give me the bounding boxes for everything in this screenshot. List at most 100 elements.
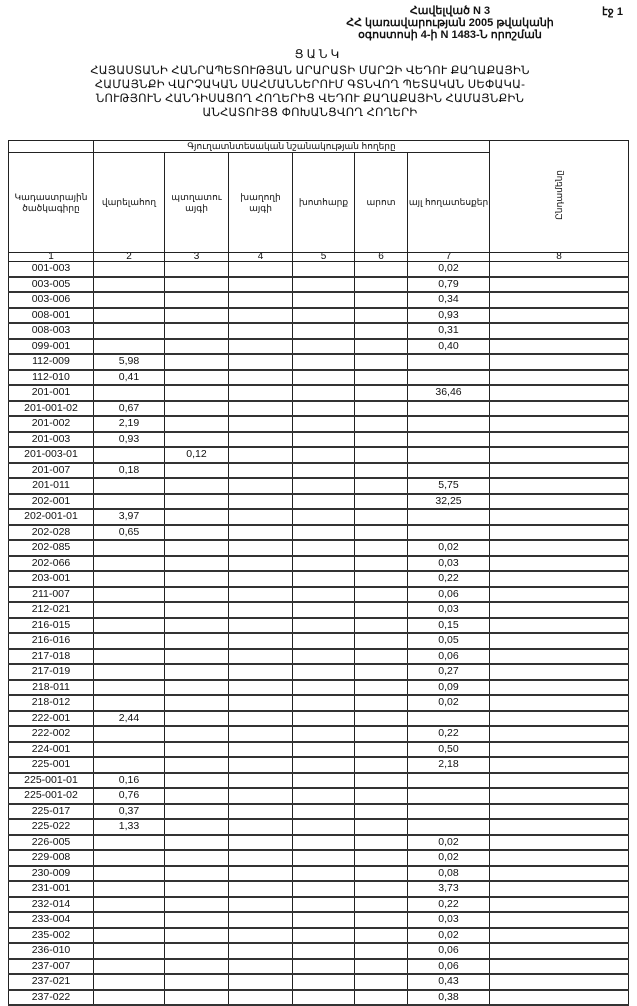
cell-pasture [354, 415, 408, 432]
cell-pasture [354, 818, 408, 835]
table-row: 008-003 0,31 [8, 322, 629, 339]
cell-total [489, 880, 629, 897]
cell-pasture [354, 725, 408, 742]
cell-other-land: 0,79 [407, 276, 490, 293]
table-row: 211-007 0,06 [8, 586, 629, 603]
cell-vineyard [228, 524, 293, 541]
table-row: 003-005 0,79 [8, 276, 629, 293]
column-number: 8 [489, 252, 629, 262]
cell-pasture [354, 570, 408, 587]
cell-other-land [407, 369, 490, 386]
cell-vineyard [228, 679, 293, 696]
cell-arable [93, 679, 165, 696]
table-row: 237-007 0,06 [8, 958, 629, 975]
table-row: 202-001-01 3,97 [8, 508, 629, 525]
cell-total [489, 772, 629, 789]
cell-cadastral-code: 201-002 [8, 415, 94, 432]
table-row: 201-003-01 0,12 [8, 446, 629, 463]
cell-other-land: 0,05 [407, 632, 490, 649]
cell-pasture [354, 787, 408, 804]
cell-other-land: 0,03 [407, 555, 490, 572]
cell-arable [93, 756, 165, 773]
cell-vineyard [228, 911, 293, 928]
cell-cadastral-code: 217-019 [8, 663, 94, 680]
cell-cadastral-code: 225-017 [8, 803, 94, 820]
cell-other-land [407, 400, 490, 417]
cell-arable [93, 989, 165, 1006]
cell-arable [93, 865, 165, 882]
cell-arable [93, 694, 165, 711]
cell-other-land: 0,06 [407, 942, 490, 959]
table-row: 201-011 5,75 [8, 477, 629, 494]
cell-cadastral-code: 232-014 [8, 896, 94, 913]
cell-orchard [164, 849, 229, 866]
cell-pasture [354, 276, 408, 293]
cell-arable [93, 276, 165, 293]
cell-hayfield [292, 942, 355, 959]
table-row: 112-010 0,41 [8, 369, 629, 386]
cell-vineyard [228, 477, 293, 494]
cell-other-land [407, 462, 490, 479]
cell-pasture [354, 989, 408, 1006]
cell-arable [93, 834, 165, 851]
cell-total [489, 400, 629, 417]
table-row: 237-021 0,43 [8, 973, 629, 990]
cell-total [489, 617, 629, 634]
cell-pasture [354, 431, 408, 448]
cell-hayfield [292, 772, 355, 789]
cell-arable [93, 663, 165, 680]
cell-vineyard [228, 865, 293, 882]
cell-hayfield [292, 524, 355, 541]
cell-pasture [354, 834, 408, 851]
cell-cadastral-code: 233-004 [8, 911, 94, 928]
cell-other-land [407, 524, 490, 541]
cell-pasture [354, 384, 408, 401]
cell-other-land: 0,06 [407, 958, 490, 975]
cell-pasture [354, 710, 408, 727]
cell-orchard [164, 648, 229, 665]
cell-other-land: 0,27 [407, 663, 490, 680]
cell-hayfield [292, 989, 355, 1006]
cell-hayfield [292, 865, 355, 882]
annex-line: ՀՀ կառավարության 2005 թվականի [346, 17, 554, 29]
cell-hayfield [292, 927, 355, 944]
cell-total [489, 493, 629, 510]
table-row: 229-008 0,02 [8, 849, 629, 866]
table-row: 217-018 0,06 [8, 648, 629, 665]
cell-total [489, 524, 629, 541]
cell-cadastral-code: 008-001 [8, 307, 94, 324]
cell-orchard [164, 896, 229, 913]
cell-total [489, 787, 629, 804]
cell-hayfield [292, 338, 355, 355]
cell-hayfield [292, 648, 355, 665]
cell-cadastral-code: 231-001 [8, 880, 94, 897]
cell-orchard [164, 307, 229, 324]
table-row: 222-001 2,44 [8, 710, 629, 727]
table-row: 236-010 0,06 [8, 942, 629, 959]
cell-other-land: 2,18 [407, 756, 490, 773]
cell-cadastral-code: 216-016 [8, 632, 94, 649]
cell-hayfield [292, 958, 355, 975]
cell-total [489, 927, 629, 944]
cell-arable [93, 741, 165, 758]
cell-orchard [164, 710, 229, 727]
cell-pasture [354, 338, 408, 355]
cell-pasture [354, 539, 408, 556]
cell-cadastral-code: 237-007 [8, 958, 94, 975]
cell-other-land: 0,08 [407, 865, 490, 882]
cell-arable [93, 322, 165, 339]
cell-orchard [164, 291, 229, 308]
cell-pasture [354, 679, 408, 696]
cell-pasture [354, 803, 408, 820]
cell-cadastral-code: 225-022 [8, 818, 94, 835]
cell-arable [93, 942, 165, 959]
cell-total [489, 477, 629, 494]
cell-orchard [164, 973, 229, 990]
cell-total [489, 384, 629, 401]
cell-orchard [164, 555, 229, 572]
cell-other-land: 0,93 [407, 307, 490, 324]
cell-cadastral-code: 237-021 [8, 973, 94, 990]
cell-cadastral-code: 003-006 [8, 291, 94, 308]
cell-orchard [164, 834, 229, 851]
cell-cadastral-code: 003-005 [8, 276, 94, 293]
